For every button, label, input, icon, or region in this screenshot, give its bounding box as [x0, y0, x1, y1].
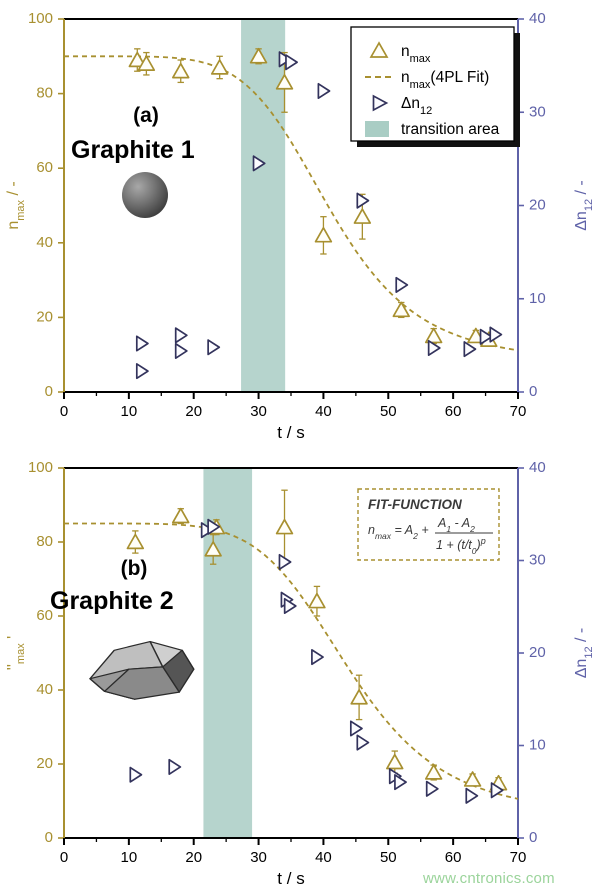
svg-text:20: 20 [529, 197, 546, 214]
svg-text:Graphite 1: Graphite 1 [71, 136, 195, 164]
svg-text:(a): (a) [133, 104, 159, 127]
svg-text:40: 40 [36, 234, 53, 251]
svg-text:(b): (b) [121, 557, 148, 580]
svg-text:30: 30 [529, 552, 546, 569]
svg-text:40: 40 [315, 403, 332, 420]
svg-text:t / s: t / s [277, 423, 304, 442]
svg-text:0: 0 [60, 403, 68, 420]
svg-text:0: 0 [529, 829, 537, 846]
svg-text:60: 60 [36, 159, 53, 176]
svg-text:Δn12 / -: Δn12 / - [573, 180, 595, 231]
svg-text:40: 40 [529, 10, 546, 27]
svg-text:0: 0 [60, 849, 68, 866]
svg-text:10: 10 [529, 290, 546, 307]
svg-text:20: 20 [529, 644, 546, 661]
svg-text:Δn12 / -: Δn12 / - [573, 628, 595, 679]
svg-text:80: 80 [36, 85, 53, 102]
svg-text:transition area: transition area [401, 121, 500, 138]
svg-text:70: 70 [510, 403, 527, 420]
svg-text:100: 100 [28, 10, 53, 27]
svg-text:100: 100 [28, 459, 53, 476]
svg-text:60: 60 [445, 849, 462, 866]
svg-text:30: 30 [250, 849, 267, 866]
svg-text:60: 60 [445, 403, 462, 420]
svg-text:0: 0 [45, 829, 53, 846]
svg-text:50: 50 [380, 849, 397, 866]
svg-text:FIT-FUNCTION: FIT-FUNCTION [368, 497, 462, 512]
svg-text:0: 0 [45, 383, 53, 400]
svg-text:30: 30 [529, 103, 546, 120]
svg-text:20: 20 [185, 849, 202, 866]
svg-text:nmax / -: nmax / - [5, 181, 27, 229]
svg-text:70: 70 [510, 849, 527, 866]
svg-text:30: 30 [250, 403, 267, 420]
svg-text:40: 40 [529, 459, 546, 476]
svg-text:Graphite 2: Graphite 2 [50, 587, 174, 615]
svg-text:t / s: t / s [277, 869, 304, 888]
svg-text:0: 0 [529, 383, 537, 400]
svg-text:10: 10 [121, 849, 138, 866]
svg-text:80: 80 [36, 533, 53, 550]
svg-text:''max ': ''max ' [5, 636, 27, 670]
svg-text:20: 20 [36, 308, 53, 325]
svg-text:40: 40 [36, 681, 53, 698]
svg-text:10: 10 [121, 403, 138, 420]
svg-text:40: 40 [315, 849, 332, 866]
svg-text:20: 20 [185, 403, 202, 420]
svg-text:50: 50 [380, 403, 397, 420]
svg-text:20: 20 [36, 755, 53, 772]
svg-text:10: 10 [529, 737, 546, 754]
